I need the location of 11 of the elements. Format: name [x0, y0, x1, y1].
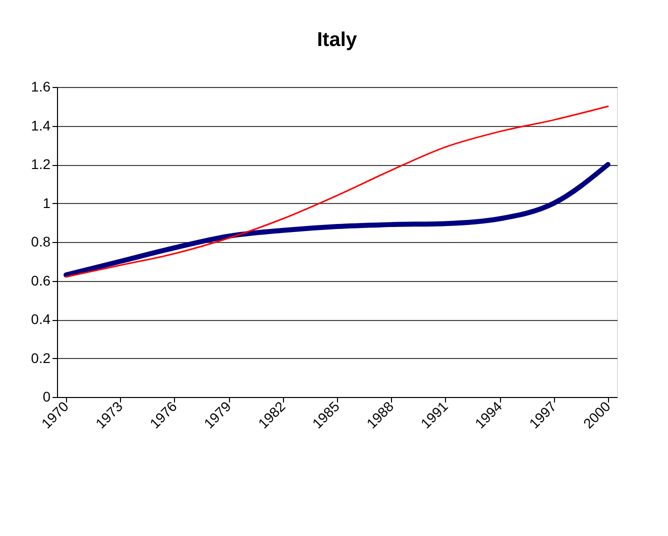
- y-tick-label: 0.8: [31, 234, 51, 250]
- y-tick-label: 1.6: [31, 78, 51, 94]
- y-tick-label: 0.2: [31, 350, 51, 366]
- y-tick-label: 0.4: [31, 311, 51, 327]
- y-tick-label: 1.4: [31, 117, 51, 134]
- line-series: [65, 106, 609, 278]
- y-tick-label: 1.2: [31, 156, 51, 172]
- chart-title: Italy: [316, 29, 358, 51]
- y-tick-label: 0.6: [31, 272, 51, 288]
- y-tick-label: 1: [42, 194, 51, 211]
- y-tick-label: 0: [42, 388, 51, 404]
